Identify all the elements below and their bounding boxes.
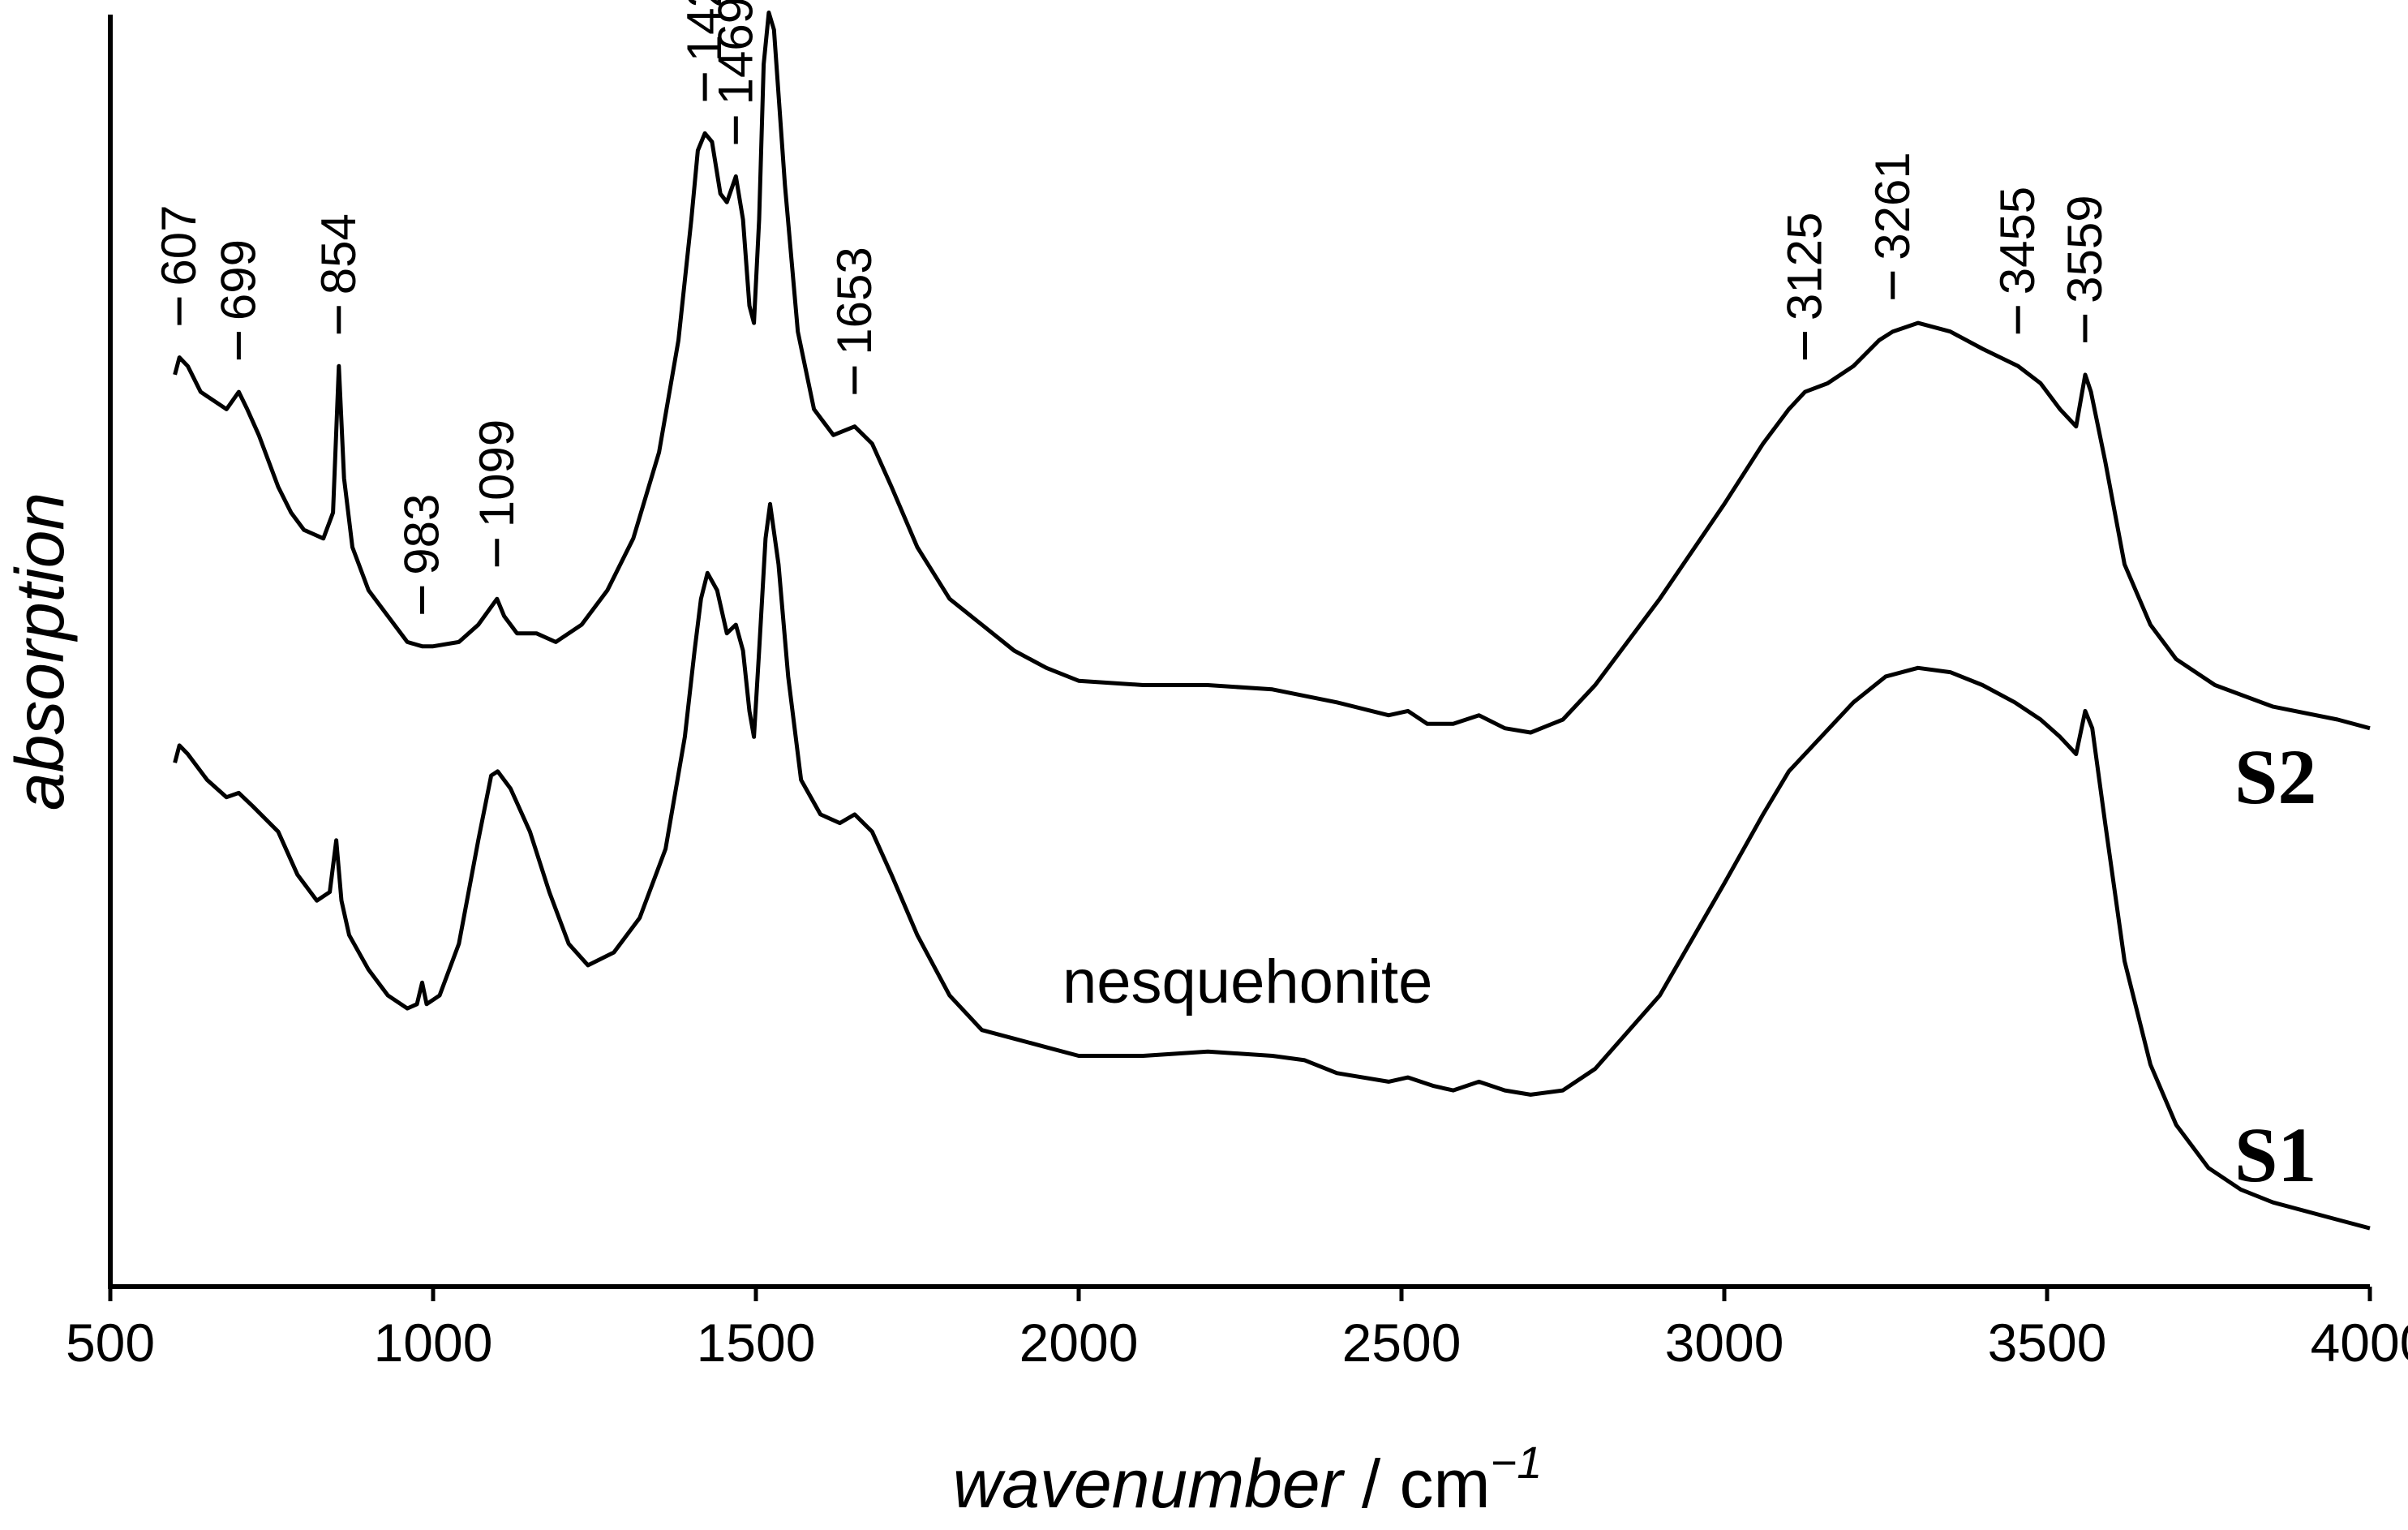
x-tick-label: 500 [66,1313,155,1373]
series-line-s1 [173,501,2371,1231]
x-tick-label: 1500 [697,1313,816,1373]
peak-label: 1421 [677,0,732,62]
x-axis-title-sup: −1 [1491,1437,1543,1488]
peak-label: 1469 [708,0,762,105]
peak-label: 1099 [470,419,524,527]
x-ticks: 500 1000 1500 2000 2500 3000 3500 4000 [66,1287,2408,1373]
peak-label: 3455 [1990,187,2045,294]
x-tick-label: 2000 [1019,1313,1139,1373]
y-axis-title: absorption [2,492,78,810]
peak-label: 983 [395,494,449,575]
peak-labels: 6076998549831099142114691520165331253261… [152,0,2112,614]
peak-label: 607 [152,204,206,286]
x-axis-title-main: wavenumber [953,1446,1346,1522]
series-label-s2: S2 [2234,733,2316,820]
x-tick-label: 3500 [1988,1313,2107,1373]
x-tick-label: 1000 [374,1313,493,1373]
peak-label: 3125 [1778,213,1832,320]
spectra [173,11,2371,1231]
peak-label: 3261 [1865,152,1920,260]
series-line-s2 [173,11,2371,735]
peak-label: 3559 [2058,195,2112,303]
x-axis-title-unit: / cm [1343,1446,1491,1522]
peak-label: 699 [211,239,265,320]
x-axis-title: wavenumber / cm−1 [953,1437,1543,1522]
x-tick-label: 4000 [2311,1313,2408,1373]
annotation-nesquehonite: nesquehonite [1062,948,1432,1016]
peak-label: 1653 [827,247,882,355]
series-label-s1: S1 [2234,1111,2316,1198]
x-tick-label: 3000 [1665,1313,1784,1373]
x-tick-label: 2500 [1342,1313,1462,1373]
peak-label: 854 [311,213,366,294]
